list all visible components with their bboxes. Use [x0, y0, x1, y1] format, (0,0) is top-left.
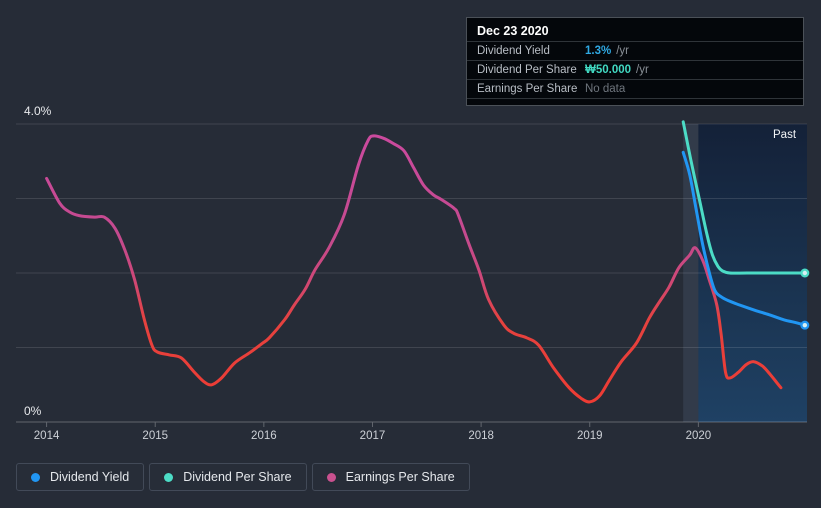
chart-tooltip: Dec 23 2020 Dividend Yield 1.3% /yr Divi…	[466, 17, 804, 106]
legend-label-earnings-per-share: Earnings Per Share	[345, 470, 455, 484]
x-tick-label-2020: 2020	[685, 430, 712, 442]
tooltip-label-earnings-per-share: Earnings Per Share	[477, 83, 578, 95]
tooltip-value-dividend-yield: 1.3%	[585, 45, 612, 57]
tooltip-unit-dividend-per-share: /yr	[636, 64, 649, 76]
tooltip-value-dividend-per-share: ₩50.000	[585, 64, 632, 76]
dividend-yield-dot-icon	[31, 472, 40, 482]
tooltip-row-earnings-per-share: Earnings Per Share No data	[467, 79, 803, 99]
earnings-per-share-dot-icon	[326, 472, 336, 482]
dividend-per-share-end-dot-core	[802, 270, 808, 276]
legend-toggle-earnings-per-share[interactable]: Earnings Per Share	[311, 463, 470, 491]
dividend-per-share-line	[681, 120, 807, 275]
past-region-label: Past	[773, 129, 797, 141]
x-tick-label-2014: 2014	[33, 430, 60, 442]
tooltip-label-dividend-yield: Dividend Yield	[477, 45, 550, 57]
tooltip-value-earnings-per-share: No data	[585, 83, 626, 95]
earnings-per-share-line	[45, 134, 783, 404]
tooltip-row-dividend-yield: Dividend Yield 1.3% /yr	[467, 41, 803, 60]
tooltip-label-dividend-per-share: Dividend Per Share	[477, 64, 577, 76]
tooltip-date: Dec 23 2020	[477, 24, 549, 38]
y-axis-min-label: 0%	[24, 404, 42, 418]
chart-legend: Dividend Yield Dividend Per Share Earnin…	[16, 463, 470, 491]
legend-label-dividend-yield: Dividend Yield	[50, 470, 130, 484]
tooltip-row-dividend-per-share: Dividend Per Share ₩50.000 /yr	[467, 60, 803, 79]
legend-toggle-dividend-per-share[interactable]: Dividend Per Share	[149, 463, 307, 491]
x-tick-label-2018: 2018	[468, 430, 494, 442]
dividend-yield-line	[681, 150, 807, 327]
y-axis-max-label: 4.0%	[24, 104, 52, 118]
dividend-yield-end-dot-core	[802, 322, 808, 328]
x-tick-label-2016: 2016	[251, 430, 277, 442]
legend-toggle-dividend-yield[interactable]: Dividend Yield	[16, 463, 145, 491]
legend-label-dividend-per-share: Dividend Per Share	[183, 470, 292, 484]
tooltip-unit-dividend-yield: /yr	[616, 45, 629, 57]
x-tick-label-2019: 2019	[576, 430, 603, 442]
x-tick-label-2017: 2017	[359, 430, 386, 442]
dividend-per-share-dot-icon	[164, 472, 174, 482]
x-tick-label-2015: 2015	[142, 430, 169, 442]
